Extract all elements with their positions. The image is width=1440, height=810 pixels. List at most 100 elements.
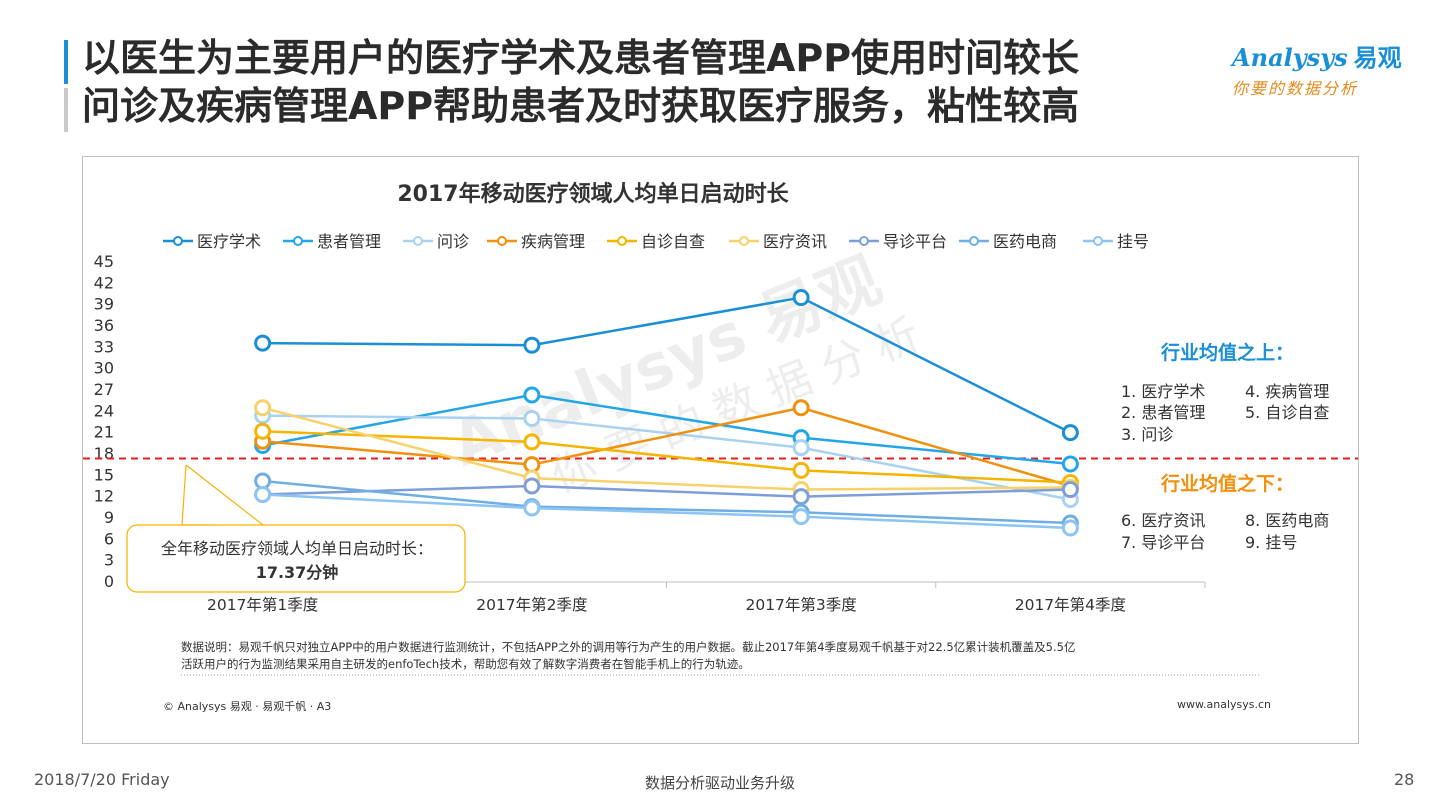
x-tick-label: 2017年第4季度 [1015, 596, 1126, 614]
legend-label: 患者管理 [317, 232, 381, 251]
legend-label: 问诊 [437, 232, 469, 251]
above-item-5: 5. 自诊自查 [1245, 403, 1329, 422]
data-note-line-1: 数据说明：易观千帆只对独立APP中的用户数据进行监测统计，不包括APP之外的调用… [181, 640, 1075, 654]
legend-swatch-marker [1093, 236, 1103, 246]
series-line [262, 484, 1071, 498]
data-point [792, 488, 810, 506]
data-point [523, 477, 541, 495]
above-panel-title: 行业均值之上： [1160, 341, 1294, 364]
legend-swatch-marker [173, 236, 183, 246]
callout-pointer-2 [185, 464, 264, 526]
callout-value: 17.37分钟 [256, 563, 339, 582]
x-tick-label: 2017年第3季度 [745, 596, 856, 614]
y-tick-label: 9 [104, 508, 114, 527]
below-item-7: 7. 导诊平台 [1121, 533, 1205, 552]
callout-label: 全年移动医疗领域人均单日启动时长： [161, 539, 433, 558]
y-tick-label: 45 [94, 252, 114, 271]
above-average-panel: 行业均值之上： 1. 医疗学术 4. 疾病管理 2. 患者管理 5. 自诊自查 … [1121, 341, 1329, 444]
legend-label: 导诊平台 [883, 232, 947, 251]
data-point [254, 472, 272, 490]
title-accent-bar-secondary [64, 88, 68, 132]
logo-brand-cn: 易观 [1353, 44, 1402, 72]
y-tick-label: 30 [94, 359, 114, 378]
series-line [262, 406, 1071, 488]
data-point [792, 461, 810, 479]
x-tick-label: 2017年第2季度 [476, 596, 587, 614]
data-point [792, 508, 810, 526]
y-tick-label: 15 [94, 465, 114, 484]
data-point [523, 499, 541, 517]
above-item-4: 4. 疾病管理 [1245, 382, 1329, 401]
below-average-panel: 行业均值之下： 6. 医疗资讯 8. 医药电商 7. 导诊平台 9. 挂号 [1121, 472, 1329, 552]
data-point [254, 334, 272, 352]
below-panel-title: 行业均值之下： [1160, 472, 1294, 495]
legend-label: 疾病管理 [521, 232, 585, 251]
above-item-1: 1. 医疗学术 [1121, 382, 1205, 401]
above-item-2: 2. 患者管理 [1121, 403, 1205, 422]
legend-label: 自诊自查 [641, 232, 705, 251]
data-point [523, 386, 541, 404]
data-point [523, 409, 541, 427]
x-tick-label: 2017年第1季度 [207, 596, 318, 614]
data-point [254, 422, 272, 440]
y-tick-label: 6 [104, 529, 114, 548]
y-tick-label: 12 [94, 487, 114, 506]
data-point [1061, 519, 1079, 537]
y-tick-label: 0 [104, 572, 114, 591]
series-line [262, 429, 1071, 484]
series-group [254, 289, 1079, 537]
series-line [262, 479, 1071, 525]
y-tick-label: 33 [94, 337, 114, 356]
data-point [1061, 455, 1079, 473]
data-point [523, 336, 541, 354]
y-tick-label: 39 [94, 295, 114, 314]
page-number: 28 [1394, 770, 1415, 789]
data-point [523, 433, 541, 451]
website: www.analysys.cn [1177, 698, 1271, 711]
below-item-6: 6. 医疗资讯 [1121, 511, 1205, 530]
y-tick-label: 36 [94, 316, 114, 335]
data-note-line-2: 活跃用户的行为监测结果采用自主研发的enfoTech技术，帮助您有效了解数字消费… [181, 657, 750, 671]
data-point [523, 456, 541, 474]
data-point [254, 399, 272, 417]
line-chart: Analysys 易观 你要的数据分析 2017年移动医疗领域人均单日启动时长 … [83, 181, 1358, 713]
series-line [262, 393, 1071, 466]
y-tick-label: 27 [94, 380, 114, 399]
y-tick-label: 21 [94, 423, 114, 442]
title-accent-bar [64, 40, 68, 84]
data-point [1061, 424, 1079, 442]
series-line [262, 493, 1071, 530]
above-item-3: 3. 问诊 [1121, 425, 1173, 444]
y-tick-label: 42 [94, 273, 114, 292]
chart-legend: 医疗学术 患者管理 问诊 疾病管理 自诊自查 医疗资讯 导诊平台 医药电商 挂号 [163, 232, 1149, 251]
footer-date: 2018/7/20 Friday [34, 770, 170, 789]
logo-brand: Analysys [1232, 43, 1348, 72]
legend-swatch-marker [739, 236, 749, 246]
y-tick-label: 18 [94, 444, 114, 463]
below-item-9: 9. 挂号 [1245, 533, 1297, 552]
y-tick-label: 24 [94, 401, 114, 420]
legend-swatch-marker [413, 236, 423, 246]
data-point [792, 439, 810, 457]
data-point [1061, 481, 1079, 499]
y-tick-label: 3 [104, 551, 114, 570]
chart-frame: Analysys 易观 你要的数据分析 2017年移动医疗领域人均单日启动时长 … [82, 156, 1359, 744]
legend-swatch-marker [617, 236, 627, 246]
chart-title: 2017年移动医疗领域人均单日启动时长 [397, 181, 789, 207]
below-item-8: 8. 医药电商 [1245, 511, 1329, 530]
legend-swatch-marker [293, 236, 303, 246]
series-line [262, 406, 1071, 491]
title-line-1: 以医生为主要用户的医疗学术及患者管理APP使用时间较长 [82, 36, 1080, 80]
title-line-2: 问诊及疾病管理APP帮助患者及时获取医疗服务，粘性较高 [82, 84, 1080, 128]
legend-label: 医疗学术 [197, 232, 261, 251]
brand-logo: Analysys 易观 你要的数据分析 [1232, 38, 1412, 98]
copyright: © Analysys 易观 · 易观千帆 · A3 [163, 699, 331, 713]
legend-label: 挂号 [1117, 232, 1149, 251]
legend-label: 医疗资讯 [763, 232, 827, 251]
legend-swatch-marker [497, 236, 507, 246]
series-line [262, 414, 1071, 501]
legend-label: 医药电商 [993, 232, 1057, 251]
x-axis: 2017年第1季度 2017年第2季度 2017年第3季度 2017年第4季度 [127, 581, 1206, 614]
legend-swatch-marker [859, 236, 869, 246]
series-line [262, 296, 1071, 434]
